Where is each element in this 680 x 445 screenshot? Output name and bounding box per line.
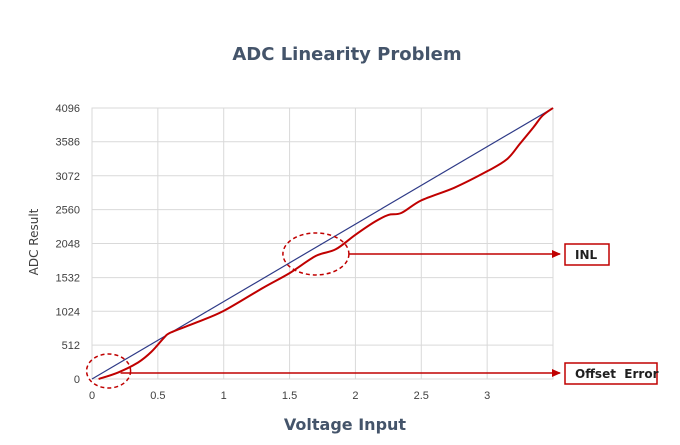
actual-curve [98, 107, 554, 380]
y-tick-label: 2048 [56, 239, 80, 251]
offset-box [564, 362, 658, 385]
x-axis-label: Voltage Input [284, 415, 406, 434]
y-tick-label: 2560 [56, 205, 80, 217]
y-tick-label: 1532 [56, 273, 80, 285]
axis-ticks: 0 512 1024 1532 2048 2560 3072 3586 4096 0 0.5 1 1.5… [56, 103, 491, 402]
chart-title: ADC Linearity Problem [232, 44, 461, 65]
offset-error-label: Offset Error [575, 367, 659, 381]
x-tick-label: 2 [352, 390, 358, 402]
x-tick-label: 0 [89, 390, 95, 402]
inl-highlight [282, 232, 350, 276]
x-tick-label: 0.5 [150, 390, 165, 402]
y-tick-label: 4096 [56, 103, 80, 115]
annotations [85, 232, 658, 389]
y-tick-label: 512 [62, 340, 80, 352]
x-tick-label: 3 [484, 390, 490, 402]
grid [91, 107, 554, 380]
y-tick-label: 1024 [56, 306, 80, 318]
y-tick-label: 3072 [56, 171, 80, 183]
y-tick-label: 3586 [56, 137, 80, 149]
x-tick-label: 2.5 [414, 390, 429, 402]
x-tick-label: 1.5 [282, 390, 297, 402]
inl-label: INL [575, 248, 598, 262]
inl-box [564, 243, 610, 266]
offset-highlight [85, 353, 132, 389]
x-tick-label: 1 [221, 390, 227, 402]
y-tick-label: 0 [74, 374, 80, 386]
series [91, 107, 554, 380]
y-axis-label: ADC Result [27, 208, 41, 275]
